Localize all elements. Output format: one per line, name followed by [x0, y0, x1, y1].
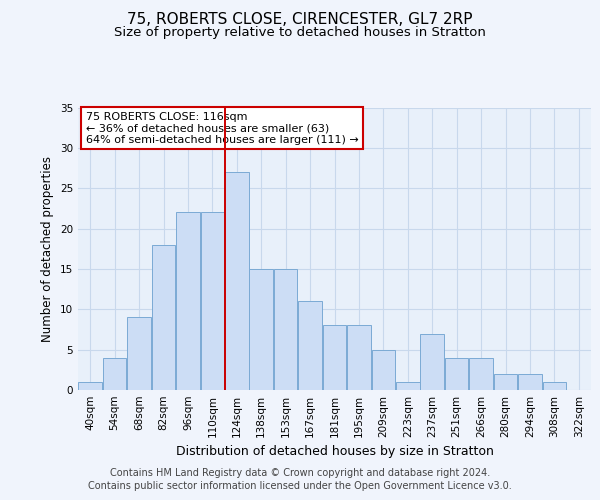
Bar: [152, 244, 175, 390]
Text: 75, ROBERTS CLOSE, CIRENCESTER, GL7 2RP: 75, ROBERTS CLOSE, CIRENCESTER, GL7 2RP: [127, 12, 473, 28]
Bar: [445, 358, 469, 390]
Y-axis label: Number of detached properties: Number of detached properties: [41, 156, 55, 342]
Bar: [371, 350, 395, 390]
Bar: [274, 269, 298, 390]
Bar: [298, 301, 322, 390]
Bar: [421, 334, 444, 390]
Bar: [127, 318, 151, 390]
Bar: [225, 172, 248, 390]
Text: Contains public sector information licensed under the Open Government Licence v3: Contains public sector information licen…: [88, 481, 512, 491]
X-axis label: Distribution of detached houses by size in Stratton: Distribution of detached houses by size …: [176, 446, 493, 458]
Text: Contains HM Land Registry data © Crown copyright and database right 2024.: Contains HM Land Registry data © Crown c…: [110, 468, 490, 477]
Bar: [250, 269, 273, 390]
Text: Size of property relative to detached houses in Stratton: Size of property relative to detached ho…: [114, 26, 486, 39]
Bar: [518, 374, 542, 390]
Bar: [103, 358, 127, 390]
Bar: [79, 382, 102, 390]
Bar: [469, 358, 493, 390]
Bar: [200, 212, 224, 390]
Bar: [347, 326, 371, 390]
Bar: [542, 382, 566, 390]
Text: 75 ROBERTS CLOSE: 116sqm
← 36% of detached houses are smaller (63)
64% of semi-d: 75 ROBERTS CLOSE: 116sqm ← 36% of detach…: [86, 112, 358, 145]
Bar: [494, 374, 517, 390]
Bar: [323, 326, 346, 390]
Bar: [176, 212, 200, 390]
Bar: [396, 382, 419, 390]
